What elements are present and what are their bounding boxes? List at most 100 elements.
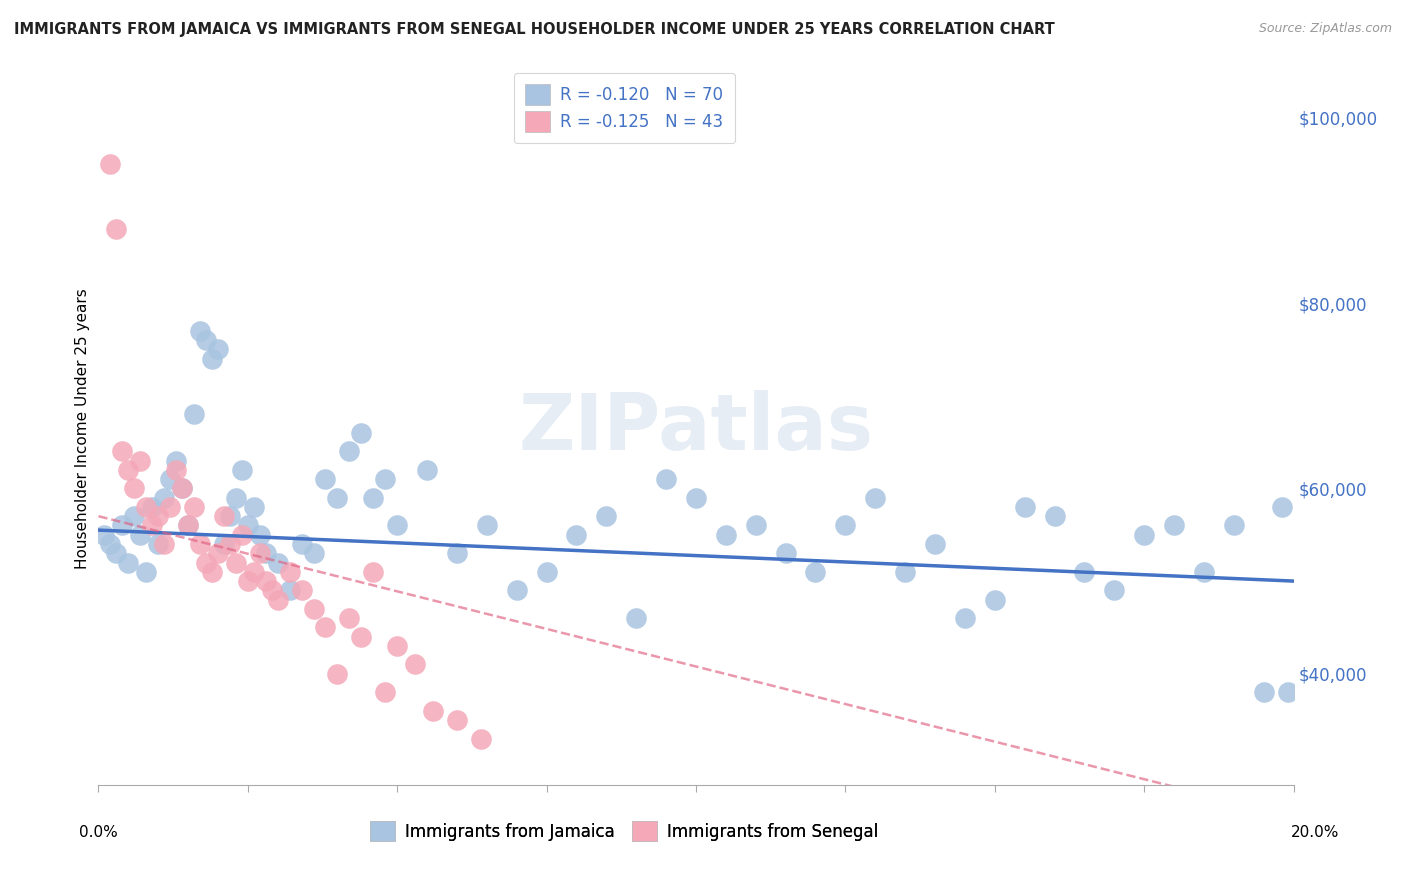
Point bbox=[834, 518, 856, 533]
Point bbox=[195, 333, 218, 347]
Point bbox=[350, 425, 373, 440]
Text: IMMIGRANTS FROM JAMAICA VS IMMIGRANTS FROM SENEGAL HOUSEHOLDER INCOME UNDER 25 Y: IMMIGRANTS FROM JAMAICA VS IMMIGRANTS FR… bbox=[14, 22, 1054, 37]
Point bbox=[254, 546, 277, 560]
Point bbox=[219, 537, 242, 551]
Point bbox=[165, 453, 187, 467]
Point bbox=[475, 518, 498, 533]
Point bbox=[1271, 500, 1294, 514]
Point bbox=[1073, 565, 1095, 579]
Point bbox=[326, 666, 349, 681]
Point bbox=[93, 527, 115, 541]
Point bbox=[135, 500, 157, 514]
Point bbox=[1223, 518, 1246, 533]
Point bbox=[159, 500, 181, 514]
Point bbox=[291, 537, 314, 551]
Point bbox=[98, 537, 122, 551]
Point bbox=[804, 565, 827, 579]
Point bbox=[177, 518, 200, 533]
Point bbox=[565, 527, 588, 541]
Point bbox=[225, 556, 247, 570]
Point bbox=[111, 444, 134, 458]
Point bbox=[626, 611, 648, 625]
Point bbox=[207, 343, 229, 357]
Point bbox=[141, 518, 163, 533]
Point bbox=[385, 639, 409, 653]
Point bbox=[177, 518, 200, 533]
Point bbox=[385, 518, 409, 533]
Point bbox=[1043, 509, 1066, 524]
Point bbox=[111, 518, 134, 533]
Point bbox=[775, 546, 797, 560]
Point bbox=[148, 509, 170, 524]
Point bbox=[894, 565, 917, 579]
Point bbox=[315, 620, 337, 634]
Point bbox=[536, 565, 558, 579]
Point bbox=[302, 602, 325, 616]
Point bbox=[1192, 565, 1215, 579]
Point bbox=[183, 500, 205, 514]
Text: 20.0%: 20.0% bbox=[1291, 825, 1339, 840]
Point bbox=[339, 444, 361, 458]
Point bbox=[172, 482, 194, 496]
Point bbox=[219, 509, 242, 524]
Point bbox=[225, 491, 247, 505]
Point bbox=[212, 509, 235, 524]
Point bbox=[117, 556, 139, 570]
Point bbox=[188, 324, 211, 338]
Point bbox=[984, 592, 1007, 607]
Point bbox=[1104, 583, 1126, 598]
Point bbox=[98, 157, 122, 171]
Point bbox=[422, 704, 444, 718]
Point bbox=[207, 546, 229, 560]
Point bbox=[953, 611, 976, 625]
Point bbox=[159, 472, 181, 486]
Point bbox=[231, 463, 253, 477]
Point bbox=[924, 537, 946, 551]
Point bbox=[165, 463, 187, 477]
Point bbox=[129, 453, 152, 467]
Point bbox=[865, 491, 887, 505]
Point bbox=[195, 556, 218, 570]
Point bbox=[141, 500, 163, 514]
Point bbox=[267, 592, 290, 607]
Point bbox=[404, 657, 426, 672]
Point bbox=[363, 565, 385, 579]
Point bbox=[350, 630, 373, 644]
Point bbox=[254, 574, 277, 588]
Point bbox=[188, 537, 211, 551]
Point bbox=[1163, 518, 1185, 533]
Point bbox=[243, 500, 266, 514]
Point bbox=[117, 463, 139, 477]
Point bbox=[124, 482, 146, 496]
Point bbox=[446, 546, 468, 560]
Point bbox=[153, 537, 176, 551]
Point bbox=[153, 491, 176, 505]
Point bbox=[315, 472, 337, 486]
Point bbox=[745, 518, 768, 533]
Y-axis label: Householder Income Under 25 years: Householder Income Under 25 years bbox=[75, 288, 90, 568]
Point bbox=[655, 472, 678, 486]
Text: ZIPatlas: ZIPatlas bbox=[519, 390, 873, 467]
Point bbox=[470, 731, 492, 746]
Point bbox=[1253, 685, 1275, 699]
Point bbox=[374, 472, 396, 486]
Point bbox=[506, 583, 529, 598]
Point bbox=[148, 537, 170, 551]
Point bbox=[243, 565, 266, 579]
Point bbox=[135, 565, 157, 579]
Point bbox=[714, 527, 737, 541]
Point bbox=[236, 574, 259, 588]
Point bbox=[374, 685, 396, 699]
Point bbox=[172, 482, 194, 496]
Point bbox=[302, 546, 325, 560]
Point bbox=[249, 527, 271, 541]
Point bbox=[595, 509, 617, 524]
Text: 0.0%: 0.0% bbox=[79, 825, 118, 840]
Point bbox=[278, 565, 301, 579]
Point bbox=[124, 509, 146, 524]
Point bbox=[326, 491, 349, 505]
Point bbox=[260, 583, 283, 598]
Point bbox=[183, 407, 205, 421]
Text: Source: ZipAtlas.com: Source: ZipAtlas.com bbox=[1258, 22, 1392, 36]
Point bbox=[339, 611, 361, 625]
